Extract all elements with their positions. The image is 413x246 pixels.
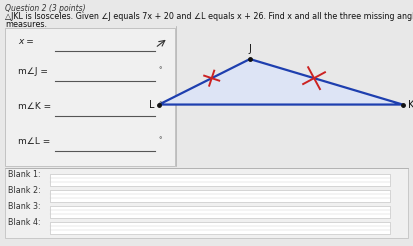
Text: m∠J =: m∠J =: [18, 67, 48, 76]
Bar: [5, 168, 408, 238]
Text: Blank 1:: Blank 1:: [8, 170, 40, 179]
Bar: [50, 190, 390, 202]
Text: Blank 4:: Blank 4:: [8, 218, 40, 227]
Text: x =: x =: [18, 37, 34, 46]
Bar: [50, 174, 390, 186]
Text: measures.: measures.: [5, 20, 47, 29]
Text: m∠L =: m∠L =: [18, 137, 50, 146]
Text: m∠K =: m∠K =: [18, 102, 51, 111]
Bar: [5, 28, 175, 166]
Text: °: °: [158, 102, 161, 108]
Text: °: °: [158, 137, 161, 143]
Text: °: °: [158, 67, 161, 73]
Text: Blank 2:: Blank 2:: [8, 186, 41, 195]
Bar: [50, 222, 390, 234]
Text: J: J: [249, 44, 251, 54]
Text: Question 2 (3 points): Question 2 (3 points): [5, 4, 85, 13]
Bar: [50, 206, 390, 218]
Polygon shape: [159, 59, 403, 105]
Text: K: K: [408, 100, 413, 109]
Text: △JKL is Isosceles. Given ∠J equals 7x + 20 and ∠L equals x + 26. Find x and all : △JKL is Isosceles. Given ∠J equals 7x + …: [5, 12, 413, 21]
Text: Blank 3:: Blank 3:: [8, 202, 40, 211]
Text: L: L: [149, 100, 154, 109]
